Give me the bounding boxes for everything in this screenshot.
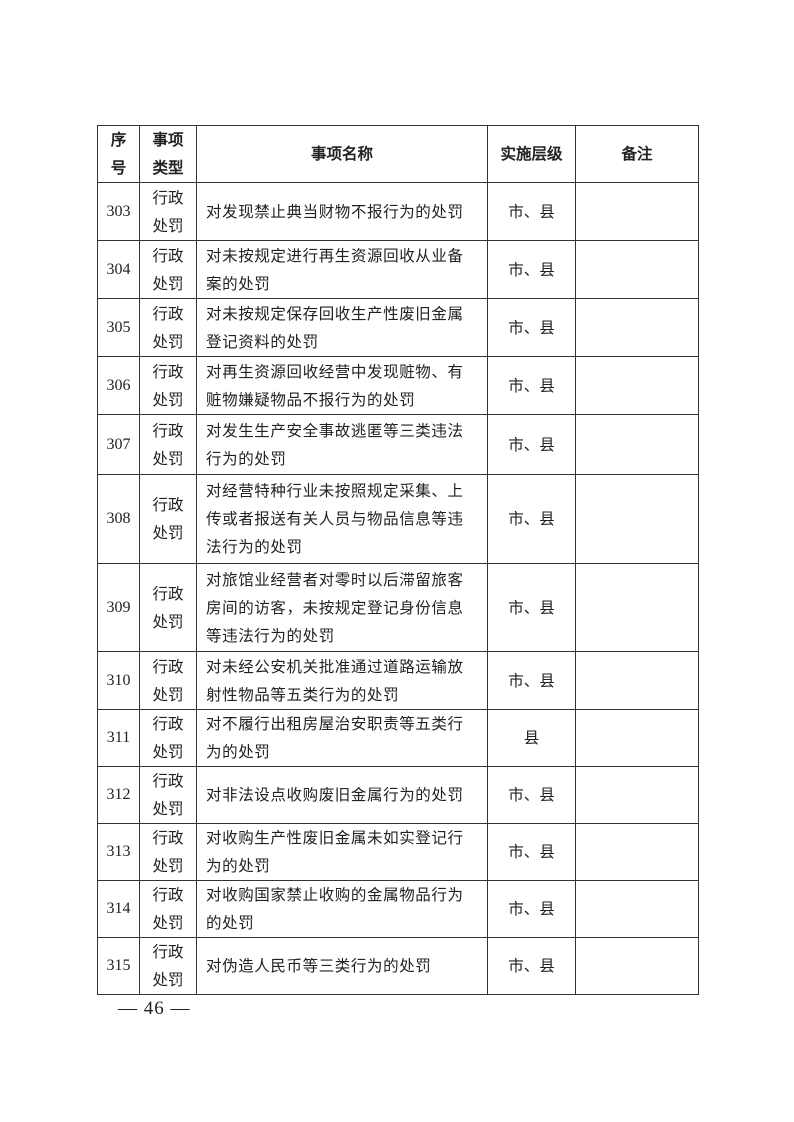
- name-cell: 对未经公安机关批准通过道路运输放射性物品等五类行为的处罚: [196, 651, 488, 710]
- level-cell: 市、县: [487, 298, 576, 357]
- level-cell: 市、县: [487, 880, 576, 938]
- note-cell: [575, 823, 699, 881]
- seq-cell: 311: [97, 709, 140, 767]
- type-cell: 行政处罚: [139, 298, 197, 357]
- type-cell: 行政处罚: [139, 651, 197, 710]
- type-cell: 行政处罚: [139, 563, 197, 652]
- type-cell: 行政处罚: [139, 709, 197, 767]
- header-type: 事项类型: [139, 125, 197, 183]
- note-cell: [575, 880, 699, 938]
- seq-cell: 309: [97, 563, 140, 652]
- type-cell: 行政处罚: [139, 474, 197, 564]
- name-cell: 对发现禁止典当财物不报行为的处罚: [196, 182, 488, 241]
- level-cell: 市、县: [487, 182, 576, 241]
- table-row: 307 行政处罚 对发生生产安全事故逃匿等三类违法行为的处罚 市、县: [97, 414, 699, 475]
- name-cell: 对收购国家禁止收购的金属物品行为的处罚: [196, 880, 488, 938]
- seq-cell: 310: [97, 651, 140, 710]
- table-row: 311 行政处罚 对不履行出租房屋治安职责等五类行为的处罚县: [97, 709, 699, 767]
- table-row: 305 行政处罚 对未按规定保存回收生产性废旧金属登记资料的处罚 市、县: [97, 298, 699, 357]
- type-cell: 行政处罚: [139, 356, 197, 415]
- name-cell: 对经营特种行业未按照规定采集、上传或者报送有关人员与物品信息等违法行为的处罚: [196, 474, 488, 564]
- note-cell: [575, 182, 699, 241]
- header-row: 序号 事项类型 事项名称 实施层级 备注: [97, 125, 699, 183]
- seq-cell: 304: [97, 240, 140, 299]
- seq-cell: 313: [97, 823, 140, 881]
- type-cell: 行政处罚: [139, 240, 197, 299]
- level-cell: 县: [487, 709, 576, 767]
- note-cell: [575, 298, 699, 357]
- level-cell: 市、县: [487, 937, 576, 995]
- table-row: 315 行政处罚 对伪造人民币等三类行为的处罚 市、县: [97, 937, 699, 995]
- table-row: 314 行政处罚 对收购国家禁止收购的金属物品行为的处罚 市、县: [97, 880, 699, 938]
- level-cell: 市、县: [487, 823, 576, 881]
- level-cell: 市、县: [487, 474, 576, 564]
- header-seq: 序号: [97, 125, 140, 183]
- level-cell: 市、县: [487, 563, 576, 652]
- note-cell: [575, 563, 699, 652]
- header-name: 事项名称: [196, 125, 488, 183]
- table-row: 304 行政处罚 对未按规定进行再生资源回收从业备案的处罚 市、县: [97, 240, 699, 299]
- header-note: 备注: [575, 125, 699, 183]
- note-cell: [575, 937, 699, 995]
- type-cell: 行政处罚: [139, 414, 197, 475]
- note-cell: [575, 240, 699, 299]
- name-cell: 对未按规定进行再生资源回收从业备案的处罚: [196, 240, 488, 299]
- table-row: 309 行政处罚 对旅馆业经营者对零时以后滞留旅客房间的访客，未按规定登记身份信息等…: [97, 563, 699, 652]
- table-row: 308 行政处罚 对经营特种行业未按照规定采集、上传或者报送有关人员与物品信息等违法…: [97, 474, 699, 564]
- level-cell: 市、县: [487, 651, 576, 710]
- seq-cell: 303: [97, 182, 140, 241]
- type-cell: 行政处罚: [139, 880, 197, 938]
- seq-cell: 306: [97, 356, 140, 415]
- table-row: 313 行政处罚 对收购生产性废旧金属未如实登记行为的处罚 市、县: [97, 823, 699, 881]
- header-level: 实施层级: [487, 125, 576, 183]
- note-cell: [575, 651, 699, 710]
- note-cell: [575, 474, 699, 564]
- seq-cell: 308: [97, 474, 140, 564]
- table-row: 312 行政处罚 对非法设点收购废旧金属行为的处罚 市、县: [97, 766, 699, 824]
- table-row: 306 行政处罚 对再生资源回收经营中发现赃物、有赃物嫌疑物品不报行为的处罚 市、县: [97, 356, 699, 415]
- name-cell: 对非法设点收购废旧金属行为的处罚: [196, 766, 488, 824]
- table-row: 303 行政处罚 对发现禁止典当财物不报行为的处罚 市、县: [97, 182, 699, 241]
- note-cell: [575, 766, 699, 824]
- name-cell: 对不履行出租房屋治安职责等五类行为的处罚: [196, 709, 488, 767]
- name-cell: 对再生资源回收经营中发现赃物、有赃物嫌疑物品不报行为的处罚: [196, 356, 488, 415]
- level-cell: 市、县: [487, 766, 576, 824]
- seq-cell: 307: [97, 414, 140, 475]
- matters-table: 序号 事项类型 事项名称 实施层级 备注 303 行政处罚 对发现禁止典当财物不报行…: [97, 125, 699, 995]
- type-cell: 行政处罚: [139, 766, 197, 824]
- level-cell: 市、县: [487, 356, 576, 415]
- seq-cell: 305: [97, 298, 140, 357]
- name-cell: 对旅馆业经营者对零时以后滞留旅客房间的访客，未按规定登记身份信息等违法行为的处罚: [196, 563, 488, 652]
- name-cell: 对发生生产安全事故逃匿等三类违法行为的处罚: [196, 414, 488, 475]
- type-cell: 行政处罚: [139, 823, 197, 881]
- note-cell: [575, 414, 699, 475]
- seq-cell: 314: [97, 880, 140, 938]
- type-cell: 行政处罚: [139, 937, 197, 995]
- note-cell: [575, 709, 699, 767]
- level-cell: 市、县: [487, 414, 576, 475]
- name-cell: 对未按规定保存回收生产性废旧金属登记资料的处罚: [196, 298, 488, 357]
- name-cell: 对伪造人民币等三类行为的处罚: [196, 937, 488, 995]
- level-cell: 市、县: [487, 240, 576, 299]
- type-cell: 行政处罚: [139, 182, 197, 241]
- table-row: 310 行政处罚 对未经公安机关批准通过道路运输放射性物品等五类行为的处罚 市、县: [97, 651, 699, 710]
- seq-cell: 312: [97, 766, 140, 824]
- note-cell: [575, 356, 699, 415]
- page-number: — 46 —: [118, 998, 191, 1019]
- seq-cell: 315: [97, 937, 140, 995]
- name-cell: 对收购生产性废旧金属未如实登记行为的处罚: [196, 823, 488, 881]
